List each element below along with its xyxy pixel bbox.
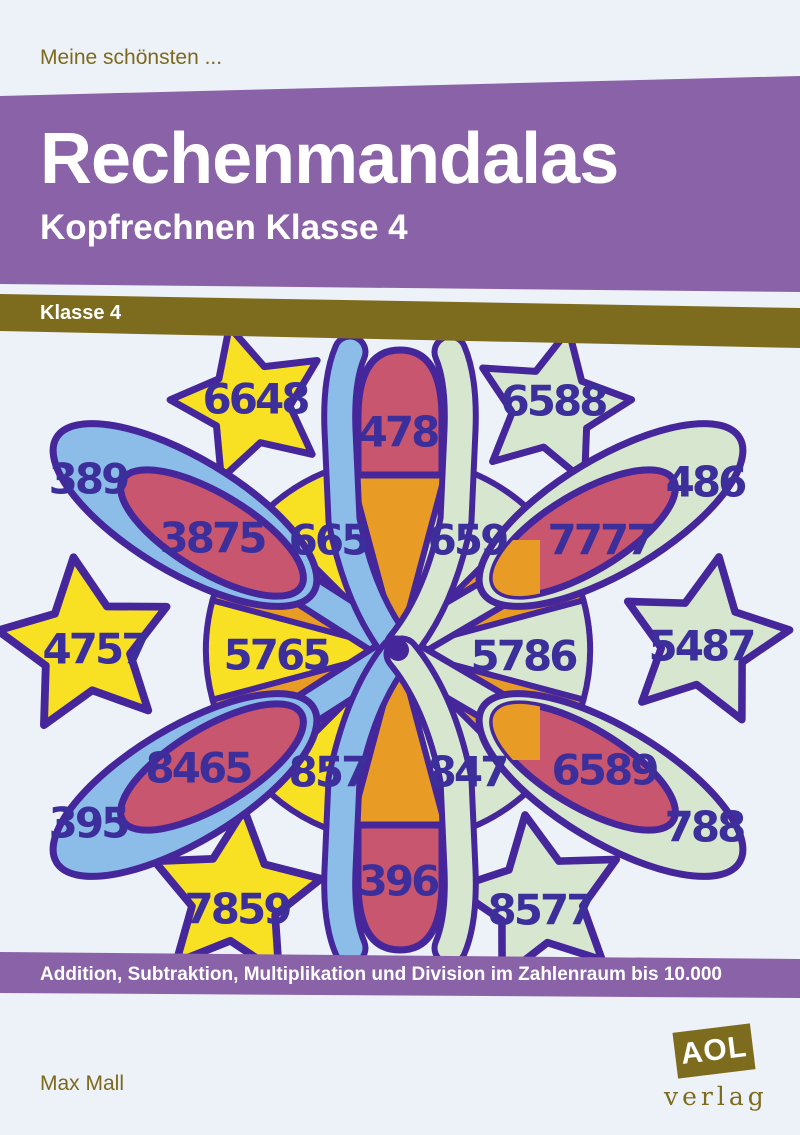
mandala-number-6648: 6648 [203,375,309,424]
mandala-number-4757: 4757 [43,625,148,674]
mandala-number-6588: 6588 [501,377,607,426]
north-arch-left-blue [327,339,409,659]
series-label: Meine schönsten ... [40,46,223,69]
mandala-number-847: 847 [428,748,507,797]
south-petal-shape [354,821,446,954]
mandala-number-7859: 7859 [185,885,291,934]
vertical-arches [321,333,479,960]
author-name: Max Mall [40,1072,125,1095]
mandala-number-3875: 3875 [160,514,266,563]
publisher-logo: AOL verlag [664,1023,768,1111]
northwest-petal-inner-shape [117,466,307,600]
page-subtitle: Kopfrechnen Klasse 4 [40,208,408,247]
southwest-petal-inner-shape [117,700,307,834]
mandala-number-478: 478 [359,408,438,457]
north-petal-shape [354,346,446,479]
mandala-number-8577: 8577 [488,886,593,935]
mandala-illustration: 6648 478 6588 389 3875 665 659 7777 486 … [0,300,800,960]
page-title: Rechenmandalas [40,119,619,199]
verlag-label: verlag [664,1082,768,1111]
south-arch-right-green [389,641,473,960]
mandala-number-395: 395 [49,799,128,848]
aol-logo-box: AOL [672,1023,756,1079]
topics-bar: Addition, Subtraktion, Multiplikation un… [0,952,800,998]
mandala-number-486: 486 [666,458,745,507]
mandala-number-665: 665 [289,516,368,565]
mandala-number-788: 788 [665,803,744,852]
aol-logo-text: AOL [679,1030,749,1071]
mandala-number-5765: 5765 [224,631,330,680]
class-badge: Klasse 4 [40,302,122,324]
mandala-number-8465: 8465 [146,744,252,793]
north-arch-right-green [389,339,473,659]
mandala-number-389: 389 [49,455,128,504]
mandala-number-7777: 7777 [548,516,653,565]
title-band [0,76,800,292]
topics-text: Addition, Subtraktion, Multiplikation un… [40,964,722,985]
mandala-number-857: 857 [289,748,368,797]
south-arch-left-blue [327,641,409,960]
mandala-number-5786: 5786 [471,632,577,681]
mandala-number-396: 396 [359,857,438,906]
mandala-number-5487: 5487 [649,622,754,671]
mandala-center-dot [387,639,409,661]
mandala-number-6589: 6589 [552,746,658,795]
mandala-number-659: 659 [428,516,507,565]
